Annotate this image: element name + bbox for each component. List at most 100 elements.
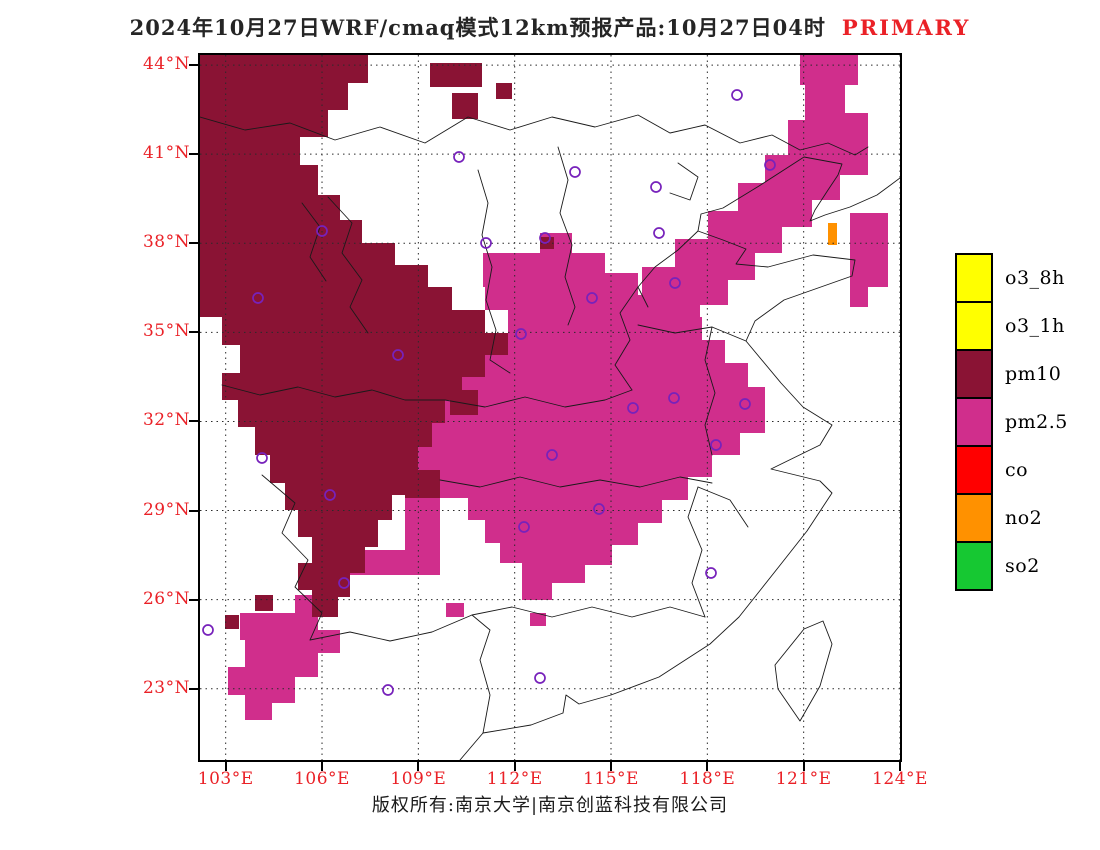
- city-marker: [569, 166, 581, 178]
- lon-tick-label: 118°E: [679, 769, 736, 789]
- pm10-region-main: [200, 55, 508, 617]
- legend-item-co: co: [955, 445, 1068, 495]
- legend-label-pm10: pm10: [1005, 363, 1062, 385]
- legend-swatch-o3-1h: [955, 301, 993, 351]
- city-marker: [731, 89, 743, 101]
- province-border: [261, 474, 323, 641]
- province-border: [557, 146, 576, 326]
- province-border: [471, 614, 491, 734]
- city-marker: [705, 567, 717, 579]
- legend-item-pm10: pm10: [955, 349, 1068, 399]
- lon-tick-label: 103°E: [197, 769, 254, 789]
- legend-swatch-pm2-5: [955, 397, 993, 447]
- axis-tick: [706, 762, 709, 771]
- legend-swatch-no2: [955, 493, 993, 543]
- axis-tick: [802, 762, 805, 771]
- lat-axis: 44°N 41°N 38°N 35°N 32°N 29°N 26°N 23°N: [128, 54, 194, 760]
- axis-tick: [610, 762, 612, 771]
- axis-tick: [189, 509, 198, 512]
- city-marker: [534, 672, 546, 684]
- legend-label-no2: no2: [1005, 507, 1043, 529]
- province-border: [704, 326, 716, 456]
- legend-label-o3-8h: o3_8h: [1005, 267, 1065, 289]
- lon-tick-label: 112°E: [486, 769, 543, 789]
- legend-swatch-o3-8h: [955, 253, 993, 303]
- lon-tick-label: 121°E: [775, 769, 832, 789]
- city-marker: [668, 392, 680, 404]
- province-border: [471, 606, 706, 618]
- province-border: [221, 384, 446, 401]
- lat-tick-label: 29°N: [142, 499, 190, 520]
- page-title: 2024年10月27日WRF/cmaq模式12km预报产品:10月27日04时 P…: [30, 12, 1070, 42]
- legend-label-o3-1h: o3_1h: [1005, 315, 1065, 337]
- province-border: [477, 169, 511, 374]
- pm25-region-northeast-band: [642, 55, 868, 323]
- axis-tick: [224, 762, 227, 771]
- axis-tick: [189, 687, 198, 690]
- legend-swatch-so2: [955, 541, 993, 591]
- province-border: [327, 196, 369, 334]
- province-border: [637, 324, 747, 342]
- province-border: [637, 230, 699, 308]
- lat-tick-label: 44°N: [142, 54, 190, 75]
- province-border: [669, 162, 699, 201]
- legend-item-o3-1h: o3_1h: [955, 301, 1068, 351]
- legend-swatch-pm10: [955, 349, 993, 399]
- map-frame: [189, 53, 902, 771]
- lat-tick-label: 32°N: [142, 410, 190, 431]
- city-marker: [382, 684, 394, 696]
- axis-tick: [513, 762, 516, 771]
- axis-tick: [899, 762, 901, 771]
- legend-item-o3-8h: o3_8h: [955, 253, 1068, 303]
- city-marker: [392, 349, 404, 361]
- lon-tick-label: 124°E: [872, 769, 928, 789]
- city-marker: [586, 292, 598, 304]
- city-marker: [627, 402, 639, 414]
- lat-tick-label: 38°N: [142, 232, 190, 253]
- city-marker: [653, 227, 665, 239]
- coastline: [459, 156, 900, 760]
- no2-cell: [828, 223, 837, 245]
- legend-item-no2: no2: [955, 493, 1068, 543]
- pm25-region-east-strip: [850, 213, 888, 307]
- city-marker: [539, 232, 551, 244]
- title-highlight: PRIMARY: [841, 15, 971, 40]
- axis-tick: [189, 420, 198, 423]
- legend-item-pm2-5: pm2.5: [955, 397, 1068, 447]
- legend-swatch-co: [955, 445, 993, 495]
- legend-item-so2: so2: [955, 541, 1068, 591]
- axis-tick: [189, 598, 198, 601]
- city-marker: [202, 624, 214, 636]
- legend-label-so2: so2: [1005, 555, 1040, 577]
- pm25-region-guizhou: [350, 493, 440, 575]
- city-marker: [338, 577, 350, 589]
- city-marker: [316, 225, 328, 237]
- province-border: [301, 202, 327, 282]
- city-marker: [669, 277, 681, 289]
- forecast-map-svg: [200, 55, 900, 760]
- taiwan-outline: [774, 620, 833, 722]
- axis-tick: [417, 762, 420, 771]
- city-marker: [515, 328, 527, 340]
- province-border: [687, 486, 706, 618]
- city-marker: [252, 292, 264, 304]
- city-marker: [518, 521, 530, 533]
- axis-tick: [189, 64, 198, 67]
- city-marker: [324, 489, 336, 501]
- city-marker: [710, 439, 722, 451]
- province-border: [697, 486, 749, 528]
- lat-tick-label: 23°N: [142, 677, 190, 698]
- city-marker: [764, 159, 776, 171]
- province-border: [200, 114, 869, 156]
- axis-tick: [321, 762, 324, 771]
- legend-label-pm2-5: pm2.5: [1005, 411, 1068, 433]
- city-marker: [480, 237, 492, 249]
- pm25-region-central: [418, 233, 765, 600]
- lon-axis: 103°E 106°E 109°E 112°E 115°E 118°E 121°E 124°E: [197, 769, 928, 793]
- city-marker: [650, 181, 662, 193]
- province-border: [309, 614, 473, 642]
- city-marker: [453, 151, 465, 163]
- province-border: [614, 286, 639, 391]
- lon-tick-label: 106°E: [294, 769, 350, 789]
